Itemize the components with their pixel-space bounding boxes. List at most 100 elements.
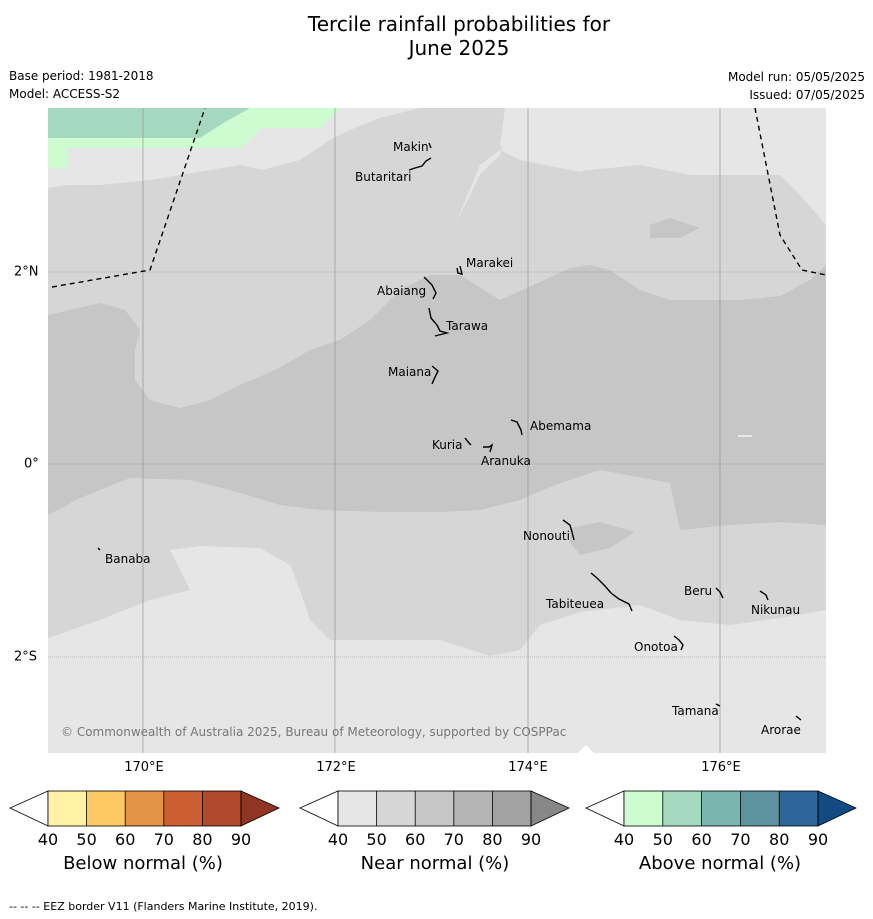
colorbar-below-swatch-1 <box>48 791 87 826</box>
colorbar-above-swatch-5 <box>779 791 818 826</box>
island-label-beru: Beru <box>684 584 712 598</box>
eez-border-east <box>754 108 826 276</box>
colorbar-near-swatch-4 <box>453 791 493 826</box>
map-area: Makin Butaritari Marakei Abaiang Tarawa … <box>48 108 826 753</box>
near-normal-60-patch-ne <box>650 218 700 238</box>
colorbar-below-tick-50: 50 <box>76 830 96 849</box>
island-label-makin: Makin <box>393 140 429 154</box>
colorbar-below: 40 50 60 70 80 90 <box>9 790 280 849</box>
colorbar-above-swatch-2 <box>662 791 702 826</box>
island-label-nonouti: Nonouti <box>523 529 570 543</box>
colorbar-near-frame <box>337 790 532 827</box>
island-label-onotoa: Onotoa <box>634 640 678 654</box>
abemama-island <box>510 419 523 436</box>
colorbar-above-swatch-1 <box>624 791 663 826</box>
model-run: Model run: 05/05/2025 <box>727 70 865 84</box>
nikunau-island <box>759 590 769 601</box>
colorbar-near: 40 50 60 70 80 90 <box>299 790 570 849</box>
tabiteuea-island <box>590 572 633 612</box>
butaritari-island <box>408 157 432 171</box>
arorae-island <box>795 715 802 721</box>
colorbar-above-ticks: 40 50 60 70 80 90 <box>614 830 828 849</box>
missing-data-notch <box>578 745 594 753</box>
model-name: Model: ACCESS-S2 <box>9 87 121 101</box>
colorbar-above-swatch-4 <box>740 791 780 826</box>
onotoa-island <box>673 635 684 651</box>
colorbar-above: 40 50 60 70 80 90 <box>585 790 857 849</box>
island-label-marakei: Marakei <box>466 256 513 270</box>
colorbar-above-tick-60: 60 <box>691 830 711 849</box>
lat-label-2n: 2°N <box>14 264 39 280</box>
colorbar-below-ticks: 40 50 60 70 80 90 <box>38 830 251 849</box>
island-label-banaba: Banaba <box>105 552 151 566</box>
copyright-text: © Commonwealth of Australia 2025, Bureau… <box>61 725 566 739</box>
colorbar-below-swatch-2 <box>86 791 126 826</box>
near-normal-40-region-mid <box>455 108 826 225</box>
kuria-island <box>464 437 472 446</box>
colorbar-above-tick-40: 40 <box>614 830 634 849</box>
colorbar-near-swatch-3 <box>415 791 454 826</box>
island-shapes <box>97 142 802 721</box>
colorbar-below-dividers <box>86 791 203 826</box>
island-label-butaritari: Butaritari <box>355 170 412 184</box>
colorbar-below-swatch-3 <box>125 791 164 826</box>
colorbar-below-frame <box>47 790 242 827</box>
colorbar-near-tick-70: 70 <box>444 830 464 849</box>
island-label-tamana: Tamana <box>671 704 719 718</box>
eez-footnote: -- -- -- EEZ border V11 (Flanders Marine… <box>9 900 318 913</box>
colorbar-near-ticks: 40 50 60 70 80 90 <box>328 830 541 849</box>
meta-left: Base period: 1981-2018 Model: ACCESS-S2 <box>9 67 154 103</box>
island-label-maiana: Maiana <box>388 365 431 379</box>
colorbar-near-swatch-1 <box>338 791 377 826</box>
colorbar-below-tick-40: 40 <box>38 830 58 849</box>
colorbar-above-dividers <box>662 791 780 826</box>
colorbar-below-label: Below normal (%) <box>63 853 223 874</box>
island-label-abemama: Abemama <box>530 419 591 433</box>
colorbar-near-lower-cap <box>299 790 339 827</box>
small-light-patch <box>738 435 752 437</box>
colorbar-above-lower-cap <box>585 790 625 827</box>
above-normal-50-region <box>48 108 250 138</box>
colorbar-near-tick-40: 40 <box>328 830 348 849</box>
maiana-island <box>431 365 439 385</box>
lon-label-176e: 176°E <box>701 760 741 775</box>
colorbar-above-swatch-3 <box>701 791 741 826</box>
title-line-2: June 2025 <box>408 36 510 60</box>
colorbar-below-tick-80: 80 <box>192 830 212 849</box>
colorbar-near-swatch-5 <box>492 791 531 826</box>
near-normal-60-patch-east <box>570 522 635 555</box>
banaba-island <box>97 547 101 551</box>
colorbar-above-label: Above normal (%) <box>638 853 802 874</box>
island-label-arorae: Arorae <box>761 723 801 737</box>
island-label-nikunau: Nikunau <box>751 603 800 617</box>
colorbar-above-tick-80: 80 <box>769 830 789 849</box>
beru-island <box>715 587 724 599</box>
title-line-1: Tercile rainfall probabilities for <box>307 12 611 36</box>
colorbar-below-swatch-5 <box>202 791 241 826</box>
tamana-island <box>715 703 721 707</box>
near-normal-40-region-bottom <box>48 546 826 753</box>
colorbar-below-tick-60: 60 <box>115 830 135 849</box>
eez-border <box>51 108 826 288</box>
abaiang-island <box>423 276 437 300</box>
colorbar-below-upper-cap <box>240 790 280 827</box>
colorbar-near-upper-cap <box>530 790 570 827</box>
colorbar-above-tick-50: 50 <box>653 830 673 849</box>
colorbar-near-tick-60: 60 <box>405 830 425 849</box>
colorbar-near-tick-90: 90 <box>521 830 541 849</box>
colorbar-above-tick-90: 90 <box>808 830 828 849</box>
island-labels: Makin Butaritari Marakei Abaiang Tarawa … <box>105 140 801 737</box>
colorbar-below-tick-90: 90 <box>231 830 251 849</box>
island-label-kuria: Kuria <box>432 438 463 452</box>
lon-label-170e: 170°E <box>124 760 164 775</box>
lon-label-174e: 174°E <box>508 760 548 775</box>
colorbar-below-swatch-4 <box>163 791 203 826</box>
lat-label-0: 0° <box>24 456 39 472</box>
colorbar-near-tick-80: 80 <box>482 830 502 849</box>
colorbar-near-swatch-2 <box>376 791 416 826</box>
colorbar-below-tick-70: 70 <box>154 830 174 849</box>
colorbar-near-dividers <box>376 791 493 826</box>
colorbar-above-tick-70: 70 <box>730 830 750 849</box>
colorbar-below-lower-cap <box>9 790 49 827</box>
